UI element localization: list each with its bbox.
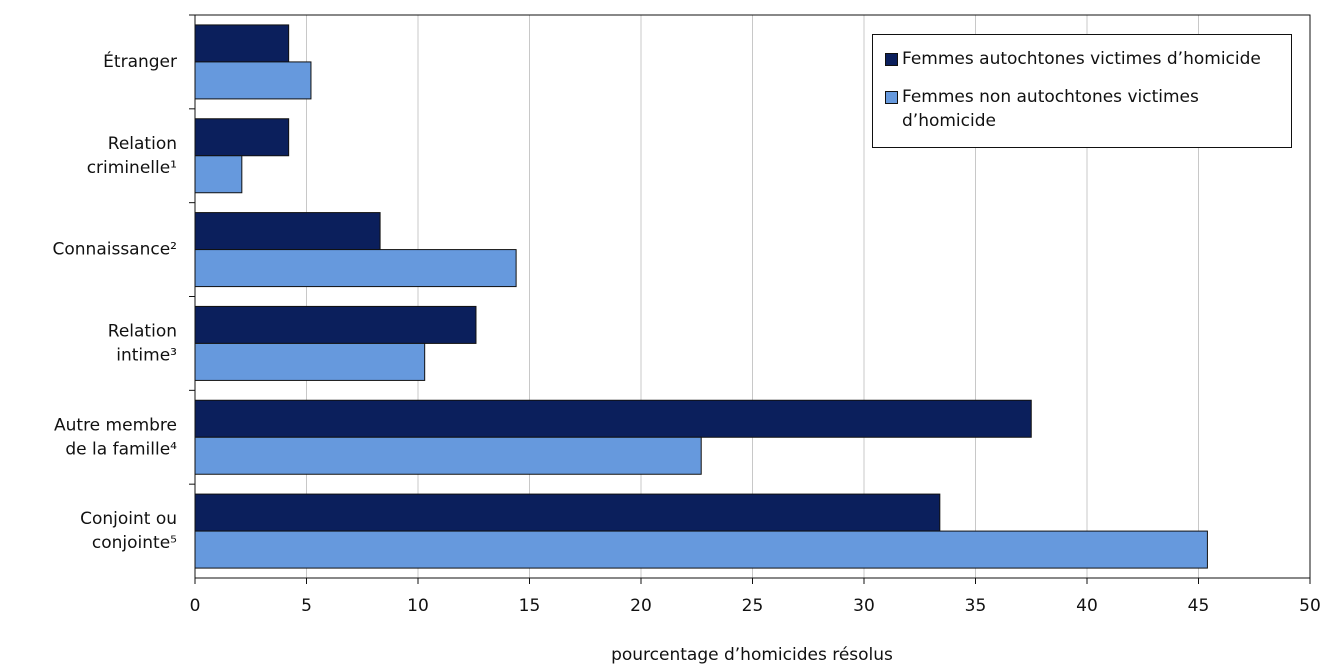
- y-tick-label: Relation criminelle¹: [87, 134, 177, 178]
- bar: [194, 305, 477, 344]
- bar: [194, 399, 1032, 438]
- y-tick-label-line: Relation: [108, 134, 177, 154]
- legend: Femmes autochtones victimes d’homicide Fe…: [872, 34, 1292, 148]
- y-tick-label-line: de la famille⁴: [65, 439, 177, 459]
- y-tick-label-line: conjointe⁵: [92, 533, 177, 553]
- x-tick-label: 40: [1076, 596, 1098, 616]
- x-tick-label: 5: [301, 596, 312, 616]
- bar: [194, 61, 312, 100]
- x-tick-label: 30: [853, 596, 875, 616]
- y-tick-label-line: Relation: [108, 321, 177, 341]
- bar: [194, 24, 290, 63]
- x-tick-label: 0: [190, 596, 201, 616]
- x-axis-title: pourcentage d’homicides résolus: [611, 645, 893, 665]
- bar: [194, 118, 290, 157]
- bar: [194, 436, 702, 475]
- bar: [194, 249, 517, 288]
- plot-frame: [194, 14, 1311, 579]
- y-tick-label: Autre membre de la famille⁴: [54, 415, 177, 459]
- x-tick-label: 35: [965, 596, 987, 616]
- y-tick-label-line: Étranger: [103, 50, 177, 72]
- legend-item: Femmes autochtones victimes d’homicide: [885, 47, 1281, 71]
- y-tick-label-line: Connaissance²: [53, 240, 178, 260]
- legend-swatch: [885, 91, 898, 104]
- x-tick-label: 25: [742, 596, 764, 616]
- y-tick-label-line: intime³: [116, 345, 177, 365]
- y-tick-label: Conjoint ou conjointe⁵: [80, 509, 177, 553]
- y-tick-label: Connaissance²: [53, 240, 178, 260]
- y-tick-label-line: Conjoint ou: [80, 509, 177, 529]
- y-tick-label: Étranger: [103, 50, 177, 72]
- bar: [194, 212, 381, 251]
- x-tick-label: 15: [519, 596, 541, 616]
- y-tick-label: Relation intime³: [108, 321, 177, 365]
- y-tick-label-line: Autre membre: [54, 415, 177, 435]
- legend-item: Femmes non autochtones victimes d’homici…: [885, 85, 1281, 133]
- x-tick-label: 45: [1188, 596, 1210, 616]
- legend-swatch: [885, 53, 898, 66]
- bar: [194, 342, 426, 381]
- x-tick-label: 10: [407, 596, 429, 616]
- x-tick-label: 20: [630, 596, 652, 616]
- bar: [194, 155, 243, 194]
- legend-label: Femmes autochtones victimes d’homicide: [902, 49, 1261, 69]
- legend-label: Femmes non autochtones victimes d’homici…: [902, 87, 1199, 131]
- y-tick-label-line: criminelle¹: [87, 158, 177, 178]
- bar: [194, 530, 1208, 569]
- x-tick-label: 50: [1299, 596, 1321, 616]
- bar: [194, 493, 941, 532]
